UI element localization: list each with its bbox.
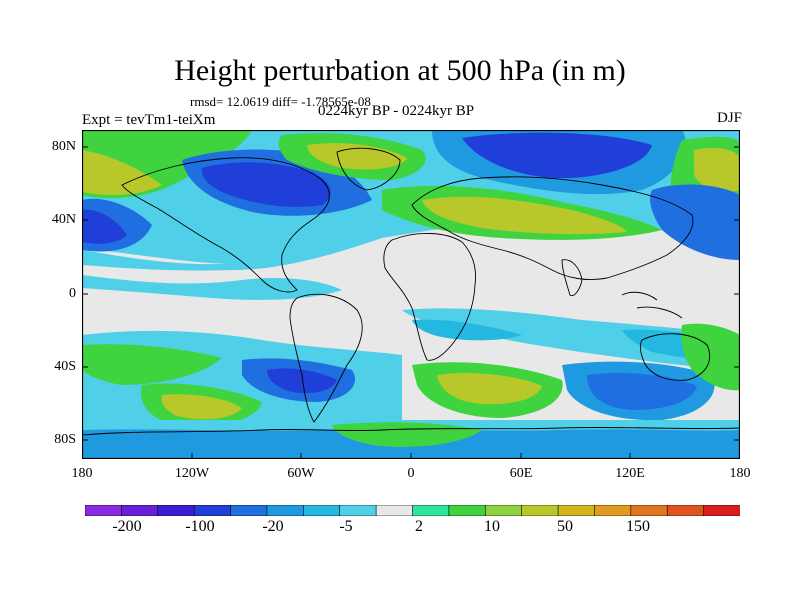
plot-title: Height perturbation at 500 hPa (in m) bbox=[174, 54, 626, 87]
lon-label-120e: 120E bbox=[615, 466, 645, 481]
experiment-label: Expt = tevTm1-teiXm bbox=[82, 112, 216, 128]
coastlines bbox=[82, 147, 740, 436]
colorbar-swatch bbox=[157, 505, 195, 516]
lon-label-60w: 60W bbox=[287, 466, 315, 481]
lat-label-40n: 40N bbox=[51, 212, 76, 227]
colorbar-swatch bbox=[121, 505, 159, 516]
colorbar-label-10: 10 bbox=[484, 518, 500, 535]
colorbar-label-minus100: -100 bbox=[185, 518, 215, 535]
colorbar-label-2: 2 bbox=[415, 518, 423, 535]
colorbar-swatch bbox=[703, 505, 740, 516]
colorbar-swatch bbox=[339, 505, 377, 516]
lon-label-60e: 60E bbox=[509, 466, 533, 481]
lon-label-180e: 180 bbox=[729, 466, 751, 481]
colorbar-swatch bbox=[557, 505, 596, 516]
period-label: 0224kyr BP - 0224kyr BP bbox=[318, 103, 475, 119]
colorbar-label-minus20: -20 bbox=[262, 518, 284, 535]
colorbar-label-150: 150 bbox=[626, 518, 650, 535]
colorbar-swatch bbox=[448, 505, 487, 516]
colorbar-swatch bbox=[230, 505, 268, 516]
colorbar-swatch bbox=[484, 505, 523, 516]
map-ticks bbox=[82, 146, 740, 459]
lat-label-80n: 80N bbox=[51, 139, 76, 154]
colorbar-swatch bbox=[412, 505, 450, 516]
lat-label-80s: 80S bbox=[54, 432, 76, 447]
colorbar-swatch bbox=[521, 505, 559, 516]
colorbar-label-minus200: -200 bbox=[112, 518, 142, 535]
height-perturbation-map bbox=[82, 130, 740, 459]
colorbar-swatches bbox=[85, 505, 740, 516]
map-panel bbox=[82, 130, 740, 459]
colorbar-label-50: 50 bbox=[557, 518, 573, 535]
lon-label-180w: 180 bbox=[71, 466, 93, 481]
lat-label-40s: 40S bbox=[54, 359, 76, 374]
colorbar-label-minus5: -5 bbox=[339, 518, 353, 535]
colorbar-swatch bbox=[630, 505, 669, 516]
colorbar-swatch bbox=[193, 505, 232, 516]
colorbar-swatch bbox=[85, 505, 123, 516]
lon-label-120w: 120W bbox=[174, 466, 210, 481]
stats-text: rmsd= 12.0619 diff= -1.78565e-08 bbox=[190, 94, 371, 109]
colorbar-swatch bbox=[266, 505, 305, 516]
colorbar-swatch bbox=[303, 505, 341, 516]
northern-pattern bbox=[82, 130, 740, 271]
lat-label-0: 0 bbox=[69, 286, 76, 301]
season-label: DJF bbox=[716, 110, 742, 126]
colorbar-swatch bbox=[666, 505, 705, 516]
colorbar bbox=[85, 505, 740, 516]
lon-label-0: 0 bbox=[407, 466, 415, 481]
southern-pattern bbox=[82, 323, 740, 459]
colorbar-swatch bbox=[594, 505, 632, 516]
colorbar-swatch bbox=[375, 505, 414, 516]
